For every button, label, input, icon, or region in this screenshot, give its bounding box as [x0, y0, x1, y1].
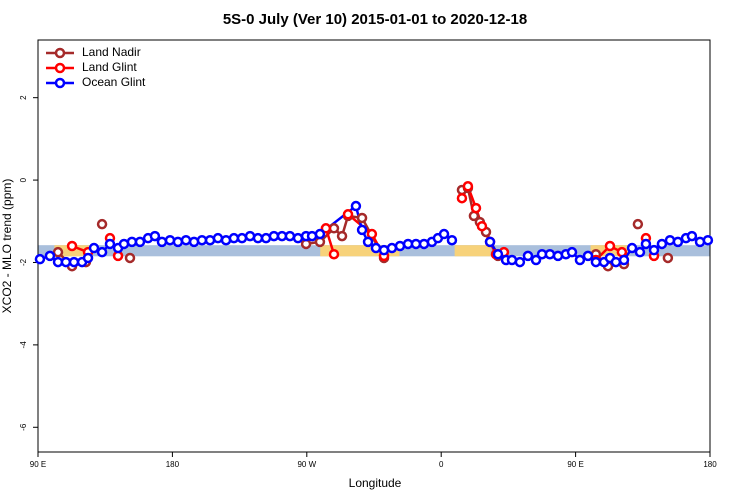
highlight [320, 245, 400, 257]
point [336, 230, 348, 242]
point [574, 254, 586, 266]
point [66, 240, 78, 252]
x-tick-label: 90 E [567, 460, 583, 469]
y-tick-label: 2 [19, 95, 28, 100]
legend-marker [54, 77, 66, 89]
point [514, 256, 526, 268]
point [156, 236, 168, 248]
point [632, 218, 644, 230]
point [68, 256, 80, 268]
point [292, 232, 304, 244]
point [394, 240, 406, 252]
point [268, 230, 280, 242]
point [366, 228, 378, 240]
point [610, 256, 622, 268]
point [438, 228, 450, 240]
point [88, 242, 100, 254]
point [470, 202, 482, 214]
x-tick-label: 90 W [297, 460, 316, 469]
x-axis-label: Longitude [349, 476, 402, 490]
point [662, 252, 674, 264]
x-tick-label: 0 [439, 460, 444, 469]
point [328, 223, 340, 234]
point [328, 248, 340, 260]
point [149, 230, 161, 242]
point [386, 242, 398, 254]
point [96, 246, 108, 258]
point [252, 232, 264, 244]
point [172, 236, 184, 248]
point [702, 234, 714, 246]
point [634, 246, 646, 258]
legend-marker [54, 62, 66, 74]
point [604, 240, 616, 252]
point [686, 230, 698, 242]
point [212, 232, 224, 244]
point [410, 238, 422, 250]
point [44, 250, 56, 262]
point [626, 242, 638, 254]
y-tick-label: -4 [19, 341, 28, 349]
point [356, 212, 368, 224]
y-axis-label: XCO2 - MLO trend (ppm) [0, 179, 14, 314]
point [126, 236, 138, 248]
plot-frame [37, 39, 711, 453]
point [180, 234, 192, 246]
point [566, 246, 578, 258]
point [484, 236, 496, 248]
point [462, 181, 474, 192]
point [134, 236, 146, 248]
point [350, 200, 362, 212]
point [618, 254, 630, 266]
point [320, 223, 332, 234]
point [96, 218, 108, 230]
x-tick-label: 180 [166, 460, 180, 469]
point [314, 228, 326, 240]
point [544, 248, 556, 260]
point [104, 238, 116, 250]
point [446, 234, 458, 246]
point [60, 256, 72, 268]
point [648, 244, 660, 256]
point [236, 232, 248, 244]
point [34, 253, 46, 265]
highlight [454, 245, 491, 257]
point [522, 250, 534, 262]
point [370, 242, 382, 254]
legend-label: Ocean Glint [82, 75, 146, 89]
point [284, 230, 296, 242]
legend-label: Land Glint [82, 60, 137, 74]
point [82, 252, 94, 264]
point [656, 238, 668, 250]
point [672, 236, 684, 248]
point [228, 232, 240, 244]
point [342, 209, 354, 220]
y-tick-label: 0 [19, 177, 28, 182]
point [124, 252, 136, 264]
point [362, 236, 374, 248]
point [456, 192, 468, 204]
point [640, 238, 652, 250]
x-tick-label: 180 [703, 460, 717, 469]
point [356, 224, 368, 236]
y-tick-label: -6 [19, 423, 28, 431]
point [492, 248, 504, 260]
point [52, 246, 64, 258]
point [530, 254, 542, 266]
point [590, 256, 602, 268]
point [196, 234, 208, 246]
y-tick-label: -2 [19, 258, 28, 266]
chart-title: 5S-0 July (Ver 10) 2015-01-01 to 2020-12… [223, 11, 527, 28]
legend-label: Land Nadir [82, 45, 141, 59]
legend-marker [54, 47, 66, 59]
point [582, 250, 594, 262]
x-tick-label: 90 E [30, 460, 46, 469]
point [476, 220, 488, 232]
